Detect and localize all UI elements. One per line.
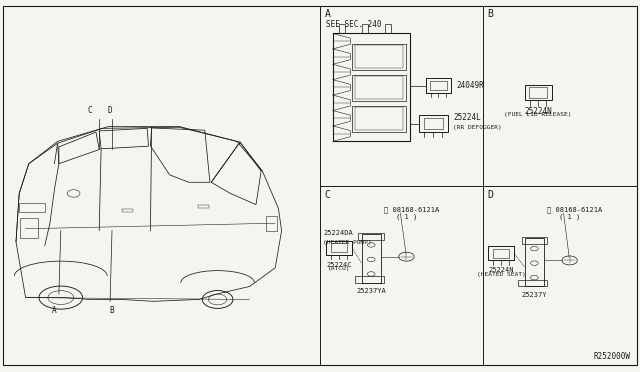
Text: ( 1 ): ( 1 ): [396, 214, 417, 220]
Text: 24049R: 24049R: [456, 81, 484, 90]
Text: C: C: [324, 190, 330, 200]
Bar: [331, 243, 348, 252]
Text: B: B: [488, 9, 493, 19]
Bar: [352, 74, 406, 101]
Bar: [355, 276, 384, 283]
Bar: [362, 234, 381, 283]
Text: 25224C: 25224C: [326, 262, 352, 267]
Bar: [326, 241, 352, 255]
Bar: [385, 24, 392, 33]
Bar: [424, 118, 443, 129]
Bar: [518, 280, 547, 286]
Text: 25237Y: 25237Y: [522, 292, 547, 298]
Bar: [419, 115, 448, 132]
Text: (RR DEFOGGER): (RR DEFOGGER): [453, 125, 502, 130]
Bar: [352, 44, 406, 70]
Bar: [355, 45, 403, 68]
Text: C: C: [87, 106, 92, 115]
Text: 25237YA: 25237YA: [356, 288, 386, 294]
Text: R252000W: R252000W: [593, 352, 630, 361]
Bar: [355, 108, 403, 130]
Bar: [488, 246, 514, 260]
Bar: [529, 87, 547, 98]
Bar: [525, 238, 544, 286]
Text: B: B: [109, 306, 115, 315]
Bar: [339, 24, 346, 33]
Text: 25224N: 25224N: [524, 107, 552, 116]
Bar: [122, 209, 133, 212]
Bar: [352, 106, 406, 132]
Bar: [358, 233, 384, 240]
Text: SEE SEC. 240: SEE SEC. 240: [326, 20, 382, 29]
Text: A: A: [52, 306, 57, 315]
Text: D: D: [108, 106, 113, 115]
Text: 25224DA: 25224DA: [323, 230, 353, 236]
Text: (FUEL LID RELEASE): (FUEL LID RELEASE): [504, 112, 572, 116]
Text: D: D: [488, 190, 493, 200]
Bar: [493, 249, 509, 258]
Bar: [355, 76, 403, 99]
Text: Ⓢ 08168-6121A: Ⓢ 08168-6121A: [547, 206, 602, 213]
Text: Ⓢ 08168-6121A: Ⓢ 08168-6121A: [384, 206, 439, 213]
Bar: [430, 81, 447, 90]
Text: ( 1 ): ( 1 ): [559, 214, 580, 220]
Text: 25224N: 25224N: [488, 267, 514, 273]
Text: (ATCU): (ATCU): [328, 266, 351, 271]
Text: (HEATER PUMP): (HEATER PUMP): [323, 240, 372, 245]
Text: A: A: [324, 9, 330, 19]
Bar: [19, 203, 45, 212]
Bar: [333, 33, 410, 141]
Bar: [266, 216, 277, 231]
Bar: [20, 218, 38, 238]
Bar: [525, 85, 552, 100]
Bar: [362, 24, 369, 33]
Bar: [522, 237, 547, 244]
Text: 25224L: 25224L: [453, 113, 481, 122]
Bar: [198, 205, 209, 208]
Text: (HEATED SEAT): (HEATED SEAT): [477, 272, 525, 276]
Bar: [426, 78, 451, 93]
